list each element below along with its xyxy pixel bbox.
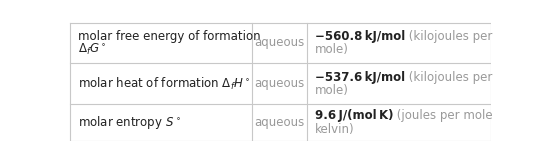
- Text: −537.6 kJ/mol: −537.6 kJ/mol: [315, 71, 405, 84]
- Text: (kilojoules per: (kilojoules per: [405, 71, 492, 84]
- Text: −560.8 kJ/mol: −560.8 kJ/mol: [315, 30, 405, 43]
- Text: (kilojoules per: (kilojoules per: [405, 30, 492, 43]
- Text: 9.6 J/(mol K): 9.6 J/(mol K): [315, 109, 394, 122]
- Text: mole): mole): [315, 84, 349, 97]
- Text: aqueous: aqueous: [254, 77, 305, 90]
- Text: mole): mole): [315, 43, 349, 56]
- Text: (joules per mole: (joules per mole: [394, 109, 493, 122]
- Text: molar free energy of formation: molar free energy of formation: [78, 30, 260, 43]
- Text: aqueous: aqueous: [254, 36, 305, 49]
- Text: $\Delta_f G^\circ$: $\Delta_f G^\circ$: [78, 42, 106, 57]
- Text: molar heat of formation $\Delta_f H^\circ$: molar heat of formation $\Delta_f H^\cir…: [78, 76, 251, 92]
- Text: kelvin): kelvin): [315, 123, 354, 136]
- Text: molar entropy $S^\circ$: molar entropy $S^\circ$: [78, 114, 181, 131]
- Text: aqueous: aqueous: [254, 116, 305, 129]
